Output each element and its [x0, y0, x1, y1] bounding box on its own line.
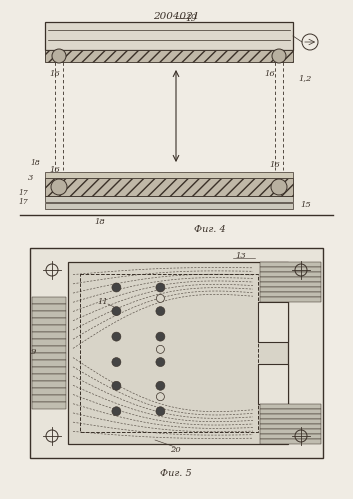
Bar — [45, 196, 293, 202]
Bar — [260, 424, 321, 429]
Bar — [260, 267, 321, 271]
Circle shape — [156, 345, 164, 353]
Bar — [32, 374, 66, 381]
Bar — [260, 272, 321, 277]
Circle shape — [156, 407, 165, 416]
Bar — [32, 325, 66, 331]
Text: 9: 9 — [31, 348, 36, 356]
Bar — [32, 339, 66, 346]
Bar — [32, 381, 66, 388]
Text: 17: 17 — [18, 198, 28, 206]
Bar — [258, 302, 288, 342]
Circle shape — [272, 49, 286, 63]
Text: 16: 16 — [270, 161, 280, 169]
Bar — [260, 287, 321, 292]
Text: 17: 17 — [18, 189, 28, 197]
Bar — [32, 395, 66, 402]
Text: 16: 16 — [50, 166, 60, 174]
Circle shape — [156, 283, 165, 292]
Bar — [45, 22, 293, 50]
Bar — [260, 409, 321, 414]
Bar — [260, 414, 321, 419]
Bar — [32, 332, 66, 339]
Bar — [32, 388, 66, 395]
Bar — [32, 304, 66, 310]
Circle shape — [52, 49, 66, 63]
Text: 15: 15 — [300, 201, 311, 209]
Text: 13: 13 — [235, 252, 246, 260]
Circle shape — [156, 332, 165, 341]
Text: 19: 19 — [185, 13, 197, 22]
Circle shape — [112, 332, 121, 341]
Circle shape — [112, 407, 121, 416]
Circle shape — [156, 307, 165, 316]
Text: 20: 20 — [170, 446, 180, 454]
Bar — [30, 248, 323, 458]
Bar — [32, 353, 66, 360]
Bar — [260, 292, 321, 297]
Text: Фиг. 5: Фиг. 5 — [160, 469, 192, 478]
Bar — [260, 419, 321, 424]
Circle shape — [112, 307, 121, 316]
Bar — [80, 274, 258, 432]
Text: 18: 18 — [30, 159, 40, 167]
Bar — [260, 439, 321, 444]
Bar — [32, 346, 66, 353]
Bar — [32, 367, 66, 374]
Circle shape — [51, 179, 67, 195]
Bar — [45, 203, 293, 209]
Text: 18: 18 — [95, 218, 106, 226]
Circle shape — [156, 393, 164, 401]
Bar — [68, 262, 288, 444]
Bar — [45, 178, 293, 196]
Circle shape — [112, 381, 121, 390]
Bar — [32, 318, 66, 324]
Bar — [258, 364, 288, 404]
Circle shape — [156, 294, 164, 302]
Text: 1,2: 1,2 — [298, 74, 311, 82]
Bar — [32, 297, 66, 303]
Text: Фиг. 4: Фиг. 4 — [194, 226, 226, 235]
Text: 16: 16 — [265, 70, 275, 78]
Circle shape — [271, 179, 287, 195]
Text: 16: 16 — [50, 70, 60, 78]
Text: 11: 11 — [97, 298, 108, 306]
Circle shape — [112, 358, 121, 367]
Circle shape — [112, 283, 121, 292]
Bar — [260, 282, 321, 287]
Bar — [260, 277, 321, 282]
Bar — [260, 262, 321, 266]
Text: 3: 3 — [28, 174, 33, 182]
Bar — [260, 297, 321, 302]
Circle shape — [156, 358, 165, 367]
Bar — [32, 360, 66, 367]
Bar — [260, 434, 321, 439]
Bar — [32, 311, 66, 317]
Circle shape — [156, 381, 165, 390]
Bar — [32, 402, 66, 409]
Bar — [45, 172, 293, 178]
Bar — [45, 50, 293, 62]
Text: 2004021: 2004021 — [153, 12, 199, 21]
Bar — [260, 404, 321, 409]
Bar — [260, 429, 321, 434]
